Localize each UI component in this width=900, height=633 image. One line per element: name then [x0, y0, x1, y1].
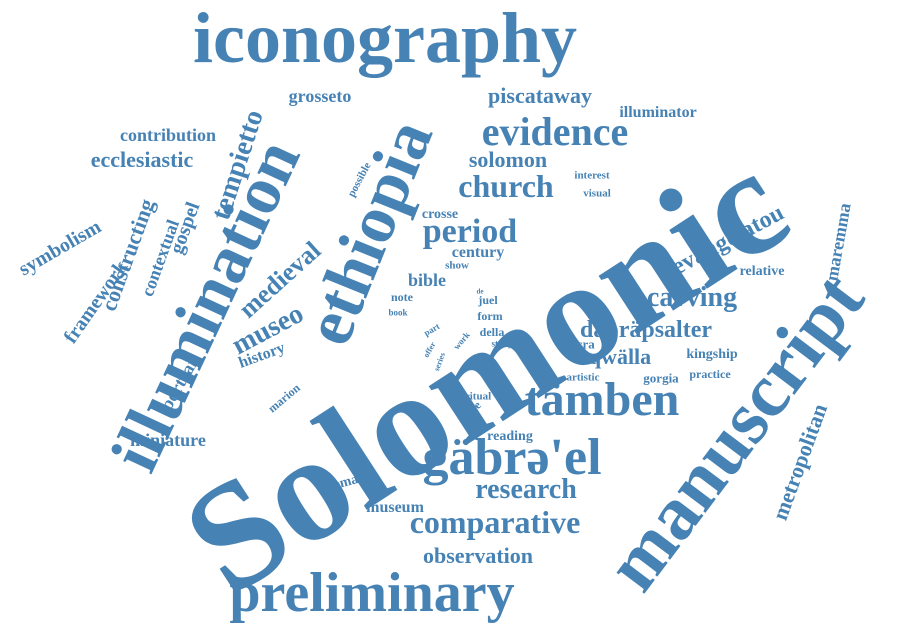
- word-sacra: sacra: [565, 336, 595, 352]
- word-gabra-el: gäbrə'el: [422, 429, 602, 486]
- word-dabra-psalter: däbräpsalter: [580, 317, 712, 343]
- word-study: study: [491, 338, 513, 349]
- word-juel: juel: [478, 293, 498, 307]
- word-show: show: [445, 259, 469, 272]
- word-illuminator: illuminator: [619, 104, 697, 121]
- word-reading: reading: [487, 429, 533, 444]
- word-observation: observation: [423, 543, 533, 568]
- word-qwalla: qwälla: [588, 344, 652, 369]
- word-de: de: [476, 287, 484, 296]
- word-interest: interest: [574, 169, 610, 182]
- word-della: della: [479, 325, 505, 339]
- word-form: form: [477, 309, 503, 323]
- word-bible: bible: [407, 270, 447, 290]
- word-contribution: contribution: [119, 125, 217, 145]
- word-visual: visual: [583, 187, 611, 200]
- word-piscataway: piscataway: [488, 83, 592, 108]
- word-period: period: [422, 213, 518, 250]
- word-ecclesiastic: ecclesiastic: [90, 147, 194, 172]
- word-research: research: [475, 474, 577, 505]
- word-kingship: kingship: [686, 347, 738, 362]
- word-tambien: tämben: [524, 373, 680, 426]
- word-comparative: comparative: [409, 504, 581, 540]
- word-preliminary: preliminary: [229, 562, 515, 624]
- word-symbolism: symbolism: [15, 215, 105, 281]
- word-relative: relative: [739, 264, 785, 279]
- word-maremma: maremma: [821, 201, 855, 283]
- word-museum: museum: [366, 499, 424, 516]
- word-church: church: [458, 168, 554, 204]
- word-book: book: [388, 307, 408, 318]
- word-grosseto: grosseto: [288, 86, 352, 106]
- word-practice: practice: [689, 367, 731, 381]
- word-carving: carving: [646, 282, 738, 313]
- word-ritual: ritual: [464, 390, 492, 403]
- word-crosse: crosse: [421, 207, 459, 222]
- word-artistic: artistic: [566, 371, 600, 384]
- word-solomon: solomon: [468, 147, 548, 172]
- word-gorgia: gorgia: [643, 370, 679, 386]
- word-note: note: [391, 290, 413, 304]
- word-evidence: evidence: [481, 109, 629, 154]
- word-century: century: [451, 244, 505, 261]
- word-miniature: miniature: [130, 430, 206, 450]
- word-iconography: iconography: [192, 0, 578, 78]
